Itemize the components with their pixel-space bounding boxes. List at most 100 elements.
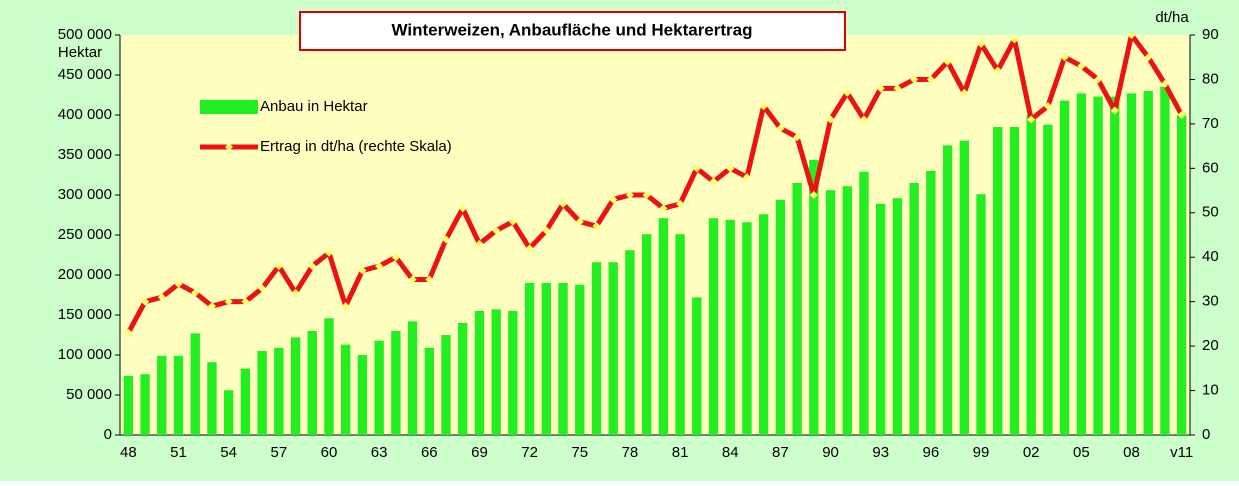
bar xyxy=(1009,127,1020,435)
bar xyxy=(1076,93,1087,436)
bar xyxy=(173,355,184,435)
marker xyxy=(809,191,818,199)
bar xyxy=(307,331,317,435)
title-box xyxy=(299,11,846,51)
marker xyxy=(692,164,701,173)
bar xyxy=(558,283,568,435)
bar xyxy=(993,127,1003,435)
bar xyxy=(692,297,702,435)
marker xyxy=(207,302,216,311)
marker xyxy=(308,262,317,271)
marker xyxy=(559,199,568,208)
y-tick-label: 300 000 xyxy=(58,186,112,203)
y-tick-label: 100 000 xyxy=(58,346,112,363)
bar xyxy=(341,344,351,435)
x-tick-label: 66 xyxy=(421,444,438,461)
marker xyxy=(910,75,919,84)
bar xyxy=(1160,87,1170,435)
bar xyxy=(792,183,802,435)
bar xyxy=(591,262,602,435)
bar xyxy=(374,340,384,435)
marker xyxy=(391,253,400,262)
y2-tick-label: 20 xyxy=(1202,337,1219,354)
bar xyxy=(658,218,669,435)
x-tick-label: 90 xyxy=(822,444,839,461)
x-tick-label: 81 xyxy=(672,444,689,461)
marker xyxy=(776,124,785,133)
bar xyxy=(708,218,719,435)
bar xyxy=(641,234,652,435)
bar xyxy=(541,283,552,435)
y-tick-label: 50 000 xyxy=(66,386,112,403)
bar xyxy=(207,362,217,435)
bar xyxy=(424,347,434,435)
bar xyxy=(474,311,485,435)
y-tick-label: 350 000 xyxy=(58,146,112,163)
y2-tick-label: 90 xyxy=(1202,26,1219,43)
bar xyxy=(491,309,501,435)
bar xyxy=(892,198,903,435)
marker xyxy=(258,284,267,293)
bar xyxy=(240,368,251,435)
marker xyxy=(1043,102,1052,111)
marker xyxy=(191,288,200,297)
marker xyxy=(1094,75,1103,84)
x-tick-label: 84 xyxy=(722,444,739,461)
y2-tick-label: 80 xyxy=(1202,70,1219,87)
bar xyxy=(391,331,401,435)
marker xyxy=(174,279,183,288)
marker xyxy=(960,88,969,97)
marker xyxy=(124,328,133,337)
bar xyxy=(458,323,468,435)
x-tick-label: 93 xyxy=(872,444,889,461)
y-tick-label: 450 000 xyxy=(58,66,112,83)
bar xyxy=(1110,96,1120,435)
marker xyxy=(893,84,902,93)
legend-marker xyxy=(225,143,233,151)
marker xyxy=(1077,62,1086,71)
chart-title: Winterweizen, Anbaufläche und Hektarertr… xyxy=(391,20,752,39)
bar xyxy=(842,186,852,435)
y-tick-label: 200 000 xyxy=(58,266,112,283)
bar xyxy=(758,214,769,435)
bar xyxy=(190,333,200,435)
marker xyxy=(843,88,852,97)
marker xyxy=(993,66,1002,75)
bar xyxy=(675,234,685,435)
bar xyxy=(508,311,518,435)
marker xyxy=(625,191,634,199)
x-tick-label: 02 xyxy=(1023,444,1040,461)
marker xyxy=(876,84,885,93)
marker xyxy=(458,204,467,213)
marker xyxy=(1110,106,1119,115)
bar xyxy=(1059,100,1070,435)
marker xyxy=(609,195,618,204)
y-tick-label: 150 000 xyxy=(58,306,112,323)
x-tick-label: 08 xyxy=(1123,444,1140,461)
marker xyxy=(926,75,935,84)
marker xyxy=(943,57,952,66)
legend-swatch xyxy=(200,100,258,114)
marker xyxy=(676,199,685,208)
marker xyxy=(592,222,601,231)
bar xyxy=(274,347,284,435)
y2-tick-label: 30 xyxy=(1202,293,1219,310)
bar xyxy=(725,219,735,435)
bar xyxy=(1176,115,1187,435)
bar xyxy=(223,390,234,435)
x-tick-label: 48 xyxy=(120,444,137,461)
marker xyxy=(742,173,751,182)
bar xyxy=(257,351,267,435)
y2-tick-label: 60 xyxy=(1202,159,1219,176)
bar xyxy=(1093,96,1103,435)
marker xyxy=(492,226,501,235)
y-tick-label: 400 000 xyxy=(58,106,112,123)
bar xyxy=(876,203,886,435)
marker xyxy=(358,266,367,275)
marker xyxy=(1144,53,1153,62)
bar xyxy=(809,159,819,436)
x-tick-label: 78 xyxy=(622,444,639,461)
marker xyxy=(408,275,417,284)
marker xyxy=(291,288,300,297)
marker xyxy=(241,297,250,306)
